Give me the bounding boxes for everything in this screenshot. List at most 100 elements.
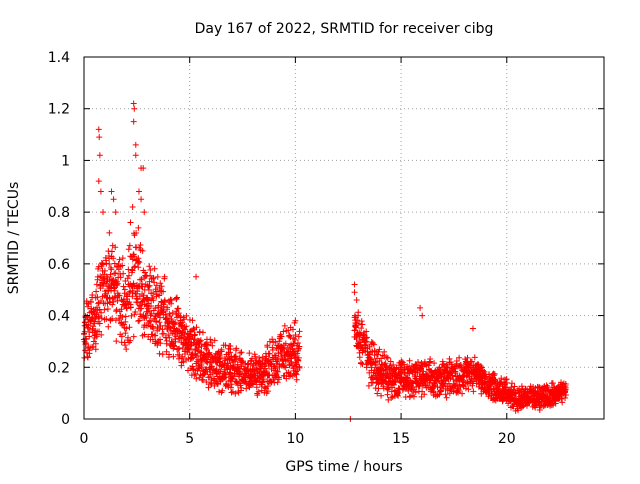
data-point	[106, 261, 113, 268]
data-point	[95, 313, 102, 320]
data-point	[131, 253, 138, 260]
data-point	[232, 390, 239, 397]
data-point	[90, 343, 97, 350]
y-tick-label: 0.2	[48, 360, 70, 376]
data-point	[227, 343, 234, 350]
x-axis-label: GPS time / hours	[285, 459, 402, 475]
data-point	[103, 260, 110, 267]
data-point	[117, 274, 124, 281]
data-point	[157, 314, 164, 321]
data-point	[427, 358, 434, 365]
data-point	[197, 337, 204, 344]
data-point	[193, 324, 200, 331]
data-point	[511, 383, 518, 390]
data-point	[157, 340, 164, 347]
data-point	[419, 312, 426, 319]
y-tick-label: 1.2	[48, 102, 70, 118]
data-point	[351, 289, 358, 296]
data-point	[434, 383, 441, 390]
data-point	[263, 368, 270, 375]
data-point	[118, 320, 125, 327]
data-point	[264, 382, 271, 389]
data-point	[421, 391, 428, 398]
data-point	[464, 354, 471, 361]
data-point	[98, 331, 105, 338]
data-point	[129, 203, 136, 210]
data-point	[135, 255, 142, 262]
data-point	[226, 349, 233, 356]
data-point	[103, 316, 110, 323]
data-point	[375, 348, 382, 355]
data-point	[192, 370, 199, 377]
data-point	[274, 355, 281, 362]
data-point	[431, 360, 438, 367]
data-point	[294, 340, 301, 347]
data-point	[156, 292, 163, 299]
data-point	[118, 306, 125, 313]
data-point	[222, 374, 229, 381]
data-point	[296, 364, 303, 371]
data-point	[94, 294, 101, 301]
data-point	[436, 391, 443, 398]
data-point	[141, 331, 148, 338]
data-point	[87, 298, 94, 305]
data-point	[140, 165, 147, 172]
data-point	[82, 341, 89, 348]
data-point	[96, 320, 103, 327]
data-point	[127, 219, 134, 226]
data-point	[126, 242, 133, 249]
data-point	[123, 325, 130, 332]
data-point	[208, 363, 215, 370]
data-point	[167, 312, 174, 319]
data-point	[179, 344, 186, 351]
data-point	[211, 382, 218, 389]
data-point	[503, 379, 510, 386]
data-point	[276, 338, 283, 345]
data-point	[96, 314, 103, 321]
data-point	[113, 338, 120, 345]
data-point	[105, 323, 112, 330]
data-point	[122, 342, 129, 349]
data-point	[491, 370, 498, 377]
data-point	[101, 267, 108, 274]
data-point	[175, 305, 182, 312]
data-point	[93, 288, 100, 295]
data-point	[109, 301, 116, 308]
data-point	[90, 323, 97, 330]
data-point	[110, 196, 117, 203]
data-point	[374, 390, 381, 397]
data-point	[480, 369, 487, 376]
data-point	[193, 273, 200, 280]
data-point	[552, 400, 559, 407]
y-tick-label: 0.4	[48, 309, 70, 325]
data-point	[192, 351, 199, 358]
data-point	[116, 292, 123, 299]
data-point	[113, 306, 120, 313]
data-point	[145, 286, 152, 293]
data-point	[169, 330, 176, 337]
data-point	[395, 392, 402, 399]
data-point	[175, 327, 182, 334]
data-point	[237, 380, 244, 387]
data-point	[502, 384, 509, 391]
data-point	[403, 374, 410, 381]
data-point	[161, 273, 168, 280]
data-point	[108, 266, 115, 273]
data-point	[140, 292, 147, 299]
data-point	[95, 126, 102, 133]
data-point	[222, 342, 229, 349]
data-point	[123, 305, 130, 312]
data-point	[165, 332, 172, 339]
data-point	[206, 349, 213, 356]
data-point	[443, 394, 450, 401]
data-point	[142, 273, 149, 280]
data-point	[290, 335, 297, 342]
data-point	[294, 350, 301, 357]
data-point	[147, 266, 154, 273]
data-point	[133, 229, 140, 236]
data-point	[295, 354, 302, 361]
data-point	[470, 388, 477, 395]
data-point	[120, 321, 127, 328]
data-point	[288, 358, 295, 365]
data-point	[217, 368, 224, 375]
